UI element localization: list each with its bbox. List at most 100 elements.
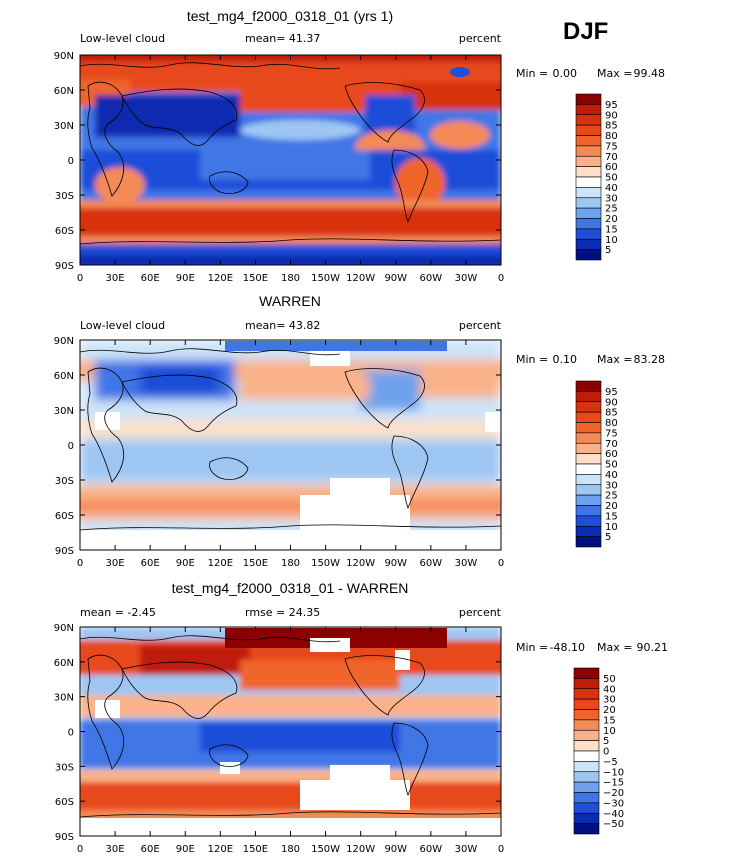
lon-tick-label: 30W bbox=[455, 273, 478, 284]
lat-tick-label: 90S bbox=[55, 832, 74, 843]
colorbar-swatch bbox=[575, 176, 602, 188]
lat-tick-label: 60S bbox=[55, 797, 74, 808]
lon-tick-label: 90W bbox=[384, 273, 407, 284]
lon-tick-label: 90W bbox=[384, 844, 407, 855]
colorbar-level-label: 15 bbox=[603, 715, 616, 726]
colorbar-level-label: 40 bbox=[605, 183, 618, 194]
panel-1-min-label: Min = bbox=[516, 67, 548, 80]
lat-tick-label: 0 bbox=[68, 441, 74, 452]
lat-tick-label: 90N bbox=[54, 51, 74, 62]
panel-2-max-value: 83.28 bbox=[634, 353, 666, 366]
lon-tick-label: 120E bbox=[208, 558, 233, 569]
lon-tick-label: 30E bbox=[106, 558, 125, 569]
panel-1-mean-label: mean= 41.37 bbox=[245, 32, 320, 45]
lon-tick-label: 120W bbox=[346, 273, 375, 284]
lon-tick-label: 60E bbox=[141, 844, 160, 855]
lon-tick-label: 120E bbox=[208, 273, 233, 284]
lon-tick-label: 60E bbox=[141, 273, 160, 284]
colorbar-swatch bbox=[573, 709, 600, 721]
colorbar-swatch bbox=[575, 484, 602, 496]
colorbar-level-label: 90 bbox=[605, 110, 618, 121]
colorbar-swatch bbox=[575, 218, 602, 230]
colorbar-level-label: 70 bbox=[605, 152, 618, 163]
panel-2-lat-ticks: 90N 60N 30N 0 30S 60S 90S bbox=[54, 336, 501, 557]
panel-3-rmse-label: rmse = 24.35 bbox=[245, 606, 320, 619]
lon-tick-label: 180 bbox=[281, 273, 300, 284]
lon-tick-label: 180 bbox=[281, 558, 300, 569]
lon-tick-label: 60W bbox=[420, 558, 443, 569]
colorbar-level-label: 5 bbox=[605, 245, 611, 256]
lon-tick-label: 150W bbox=[311, 558, 340, 569]
lon-tick-label: 0 bbox=[498, 273, 504, 284]
lon-tick-label: 150E bbox=[243, 844, 268, 855]
lon-tick-label: 0 bbox=[77, 273, 83, 284]
lat-tick-label: 90S bbox=[55, 261, 74, 272]
colorbar-swatch bbox=[575, 166, 602, 178]
colorbar-swatch bbox=[573, 740, 600, 752]
colorbar-level-label: 30 bbox=[605, 480, 618, 491]
lat-tick-label: 60N bbox=[54, 658, 74, 669]
lat-tick-label: 30S bbox=[55, 191, 74, 202]
lon-tick-label: 120W bbox=[346, 558, 375, 569]
colorbar-level-label: 0 bbox=[603, 747, 609, 758]
colorbar-level-label: 60 bbox=[605, 162, 618, 173]
colorbar-swatch bbox=[573, 678, 600, 690]
lon-tick-label: 60W bbox=[420, 273, 443, 284]
panel-1-units-label: percent bbox=[459, 32, 502, 45]
colorbar-swatch bbox=[575, 238, 602, 250]
panel-model: test_mg4_f2000_0318_01 (yrs 1) Low-level… bbox=[54, 8, 665, 284]
colorbar-swatch bbox=[573, 771, 600, 783]
lat-tick-label: 60S bbox=[55, 511, 74, 522]
panel-3-lat-ticks: 90N 60N 30N 0 30S 60S 90S bbox=[54, 623, 501, 843]
lon-tick-label: 180 bbox=[281, 844, 300, 855]
colorbar-level-label: 85 bbox=[605, 121, 618, 132]
colorbar-swatch bbox=[573, 719, 600, 731]
lon-tick-label: 0 bbox=[498, 558, 504, 569]
panel-1-coastlines bbox=[80, 62, 501, 245]
panel-1-max-label: Max = bbox=[597, 67, 632, 80]
panel-difference: test_mg4_f2000_0318_01 - WARREN mean = -… bbox=[54, 580, 668, 855]
lon-tick-label: 90W bbox=[384, 558, 407, 569]
lon-tick-label: 150W bbox=[311, 844, 340, 855]
colorbar-level-label: 10 bbox=[605, 522, 618, 533]
colorbar-swatch bbox=[575, 228, 602, 240]
colorbar-level-label: 50 bbox=[603, 674, 616, 685]
colorbar-swatch bbox=[575, 114, 602, 126]
lat-tick-label: 30S bbox=[55, 476, 74, 487]
panel-1-lon-ticks: 0 30E 60E 90E 120E 150E 180 150W 120W 90W 60W 30W 0 bbox=[77, 55, 504, 284]
panel-1-max-value: 99.48 bbox=[634, 67, 666, 80]
colorbar-level-label: 50 bbox=[605, 173, 618, 184]
lon-tick-label: 90E bbox=[176, 844, 195, 855]
colorbar-swatch bbox=[573, 781, 600, 793]
colorbar-level-label: 10 bbox=[605, 235, 618, 246]
colorbar-level-label: 75 bbox=[605, 428, 618, 439]
colorbar-swatch bbox=[573, 729, 600, 741]
colorbar-swatch bbox=[575, 411, 602, 423]
panel-3-max-value: 90.21 bbox=[637, 641, 669, 654]
colorbar-swatch bbox=[575, 124, 602, 136]
colorbar-level-label: −50 bbox=[603, 819, 624, 830]
colorbar-level-label: 40 bbox=[605, 470, 618, 481]
panel-2-mean-label: mean= 43.82 bbox=[245, 319, 320, 332]
panel-observation: WARREN Low-level cloud mean= 43.82 perce… bbox=[54, 293, 665, 569]
colorbar-level-label: 30 bbox=[605, 193, 618, 204]
colorbar-level-label: −30 bbox=[603, 798, 624, 809]
lat-tick-label: 30N bbox=[54, 406, 74, 417]
colorbar-swatch bbox=[573, 750, 600, 762]
colorbar-swatch bbox=[575, 536, 602, 548]
lon-tick-label: 90E bbox=[176, 273, 195, 284]
colorbar-level-label: 80 bbox=[605, 418, 618, 429]
colorbar-swatch bbox=[573, 802, 600, 814]
lon-tick-label: 30W bbox=[455, 844, 478, 855]
colorbar-level-label: 5 bbox=[603, 736, 609, 747]
lat-tick-label: 30N bbox=[54, 693, 74, 704]
colorbar-swatch bbox=[575, 391, 602, 403]
colorbar-swatch bbox=[575, 474, 602, 486]
panel-2-variable-label: Low-level cloud bbox=[80, 319, 165, 332]
colorbar-swatch bbox=[575, 249, 602, 261]
lon-tick-label: 150E bbox=[243, 273, 268, 284]
